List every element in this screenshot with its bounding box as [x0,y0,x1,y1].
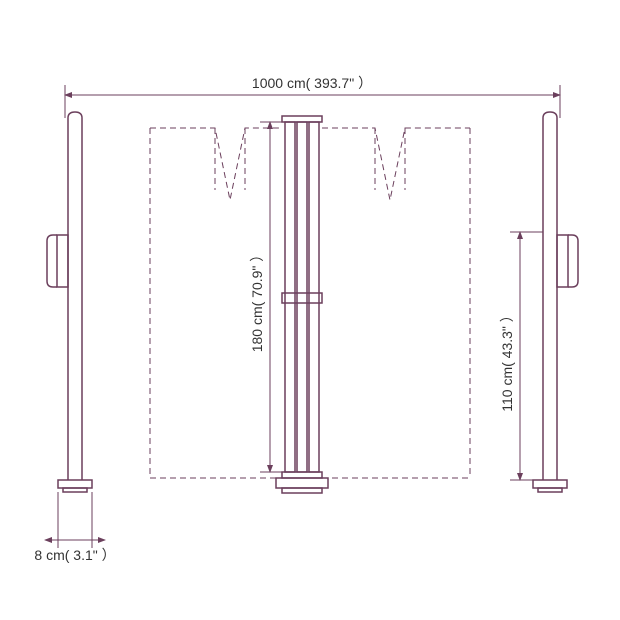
dim-height-label: 180 cm( 70.9" ） [249,248,265,353]
dim-width-label: 1000 cm( 393.7" ） [252,75,372,91]
dim-depth-label: 8 cm( 3.1" ） [34,547,115,563]
left-post [47,112,92,492]
screen-right [322,128,470,478]
right-post [533,112,578,492]
center-cassette [276,116,328,493]
dim-post-height-label: 110 cm( 43.3" ） [499,308,515,412]
